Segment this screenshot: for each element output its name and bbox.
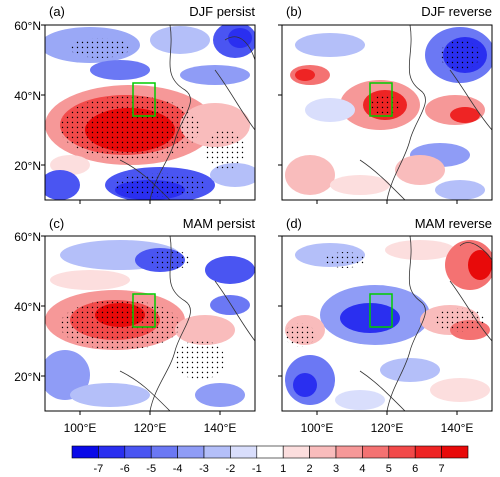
panel-b-field: [282, 25, 492, 200]
colorbar-label: -5: [146, 463, 156, 475]
colorbar-swatch: [71, 445, 99, 459]
panel-a: (a) DJF persist: [44, 4, 256, 201]
panel-d-field: [282, 236, 492, 411]
panel-title-a: DJF persist: [189, 4, 255, 19]
panel-label-c: (c): [49, 216, 64, 231]
colorbar: -7 -6 -5 -4 -3 -2 -1 1 2 3 4 5 6 7: [71, 445, 469, 475]
panel-b: (b) DJF reverse: [281, 4, 493, 201]
colorbar-swatch: [335, 445, 363, 459]
colorbar-label: -4: [173, 463, 183, 475]
lon-label-left-120: 120°E: [134, 421, 167, 435]
colorbar-label: 2: [307, 463, 313, 475]
axes: 60°N 40°N 20°N 60°N 40°N 20°N 100°E 120°…: [14, 19, 473, 435]
colorbar-label: -7: [94, 463, 104, 475]
colorbar-swatch: [150, 445, 178, 459]
panel-title-b: DJF reverse: [421, 4, 492, 19]
colorbar-swatch: [203, 445, 231, 459]
colorbar-label: 6: [412, 463, 418, 475]
panel-title-d: MAM reverse: [415, 216, 492, 231]
colorbar-swatch: [414, 445, 442, 459]
colorbar-swatch: [362, 445, 390, 459]
region-box-c: [132, 293, 156, 328]
panel-d: (d) MAM reverse: [281, 216, 493, 412]
colorbar-swatch: [388, 445, 416, 459]
colorbar-swatch: [282, 445, 310, 459]
panel-label-a: (a): [49, 4, 65, 19]
lat-label-bottom-40: 40°N: [14, 300, 41, 314]
colorbar-label: -6: [120, 463, 130, 475]
lat-label-top-60: 60°N: [14, 19, 41, 33]
colorbar-swatch: [309, 445, 337, 459]
panel-label-d: (d): [286, 216, 302, 231]
colorbar-swatch: [230, 445, 258, 459]
colorbar-label: 4: [359, 463, 365, 475]
colorbar-label: 7: [439, 463, 445, 475]
colorbar-swatch: [256, 445, 284, 459]
lon-label-left-140: 140°E: [204, 421, 237, 435]
lat-label-top-40: 40°N: [14, 89, 41, 103]
lon-label-right-100: 100°E: [301, 421, 334, 435]
panel-title-c: MAM persist: [183, 216, 256, 231]
panel-a-field: [45, 25, 255, 200]
colorbar-label: -1: [252, 463, 262, 475]
lon-label-right-140: 140°E: [441, 421, 474, 435]
colorbar-swatch: [177, 445, 205, 459]
region-box-b: [369, 82, 393, 117]
colorbar-label: 1: [280, 463, 286, 475]
colorbar-label: -3: [199, 463, 209, 475]
lon-label-left-100: 100°E: [64, 421, 97, 435]
panel-c-field: [45, 236, 255, 411]
colorbar-swatch: [124, 445, 152, 459]
lat-label-bottom-20: 20°N: [14, 370, 41, 384]
panel-c: (c) MAM persist: [44, 216, 256, 412]
colorbar-swatch: [98, 445, 126, 459]
colorbar-label: -2: [226, 463, 236, 475]
region-box-a: [132, 82, 156, 117]
colorbar-swatch: [441, 445, 469, 459]
lon-label-right-120: 120°E: [371, 421, 404, 435]
region-box-d: [369, 293, 393, 328]
panel-label-b: (b): [286, 4, 302, 19]
lat-label-bottom-60: 60°N: [14, 230, 41, 244]
lat-label-top-20: 20°N: [14, 159, 41, 173]
colorbar-label: 5: [386, 463, 392, 475]
colorbar-label: 3: [333, 463, 339, 475]
